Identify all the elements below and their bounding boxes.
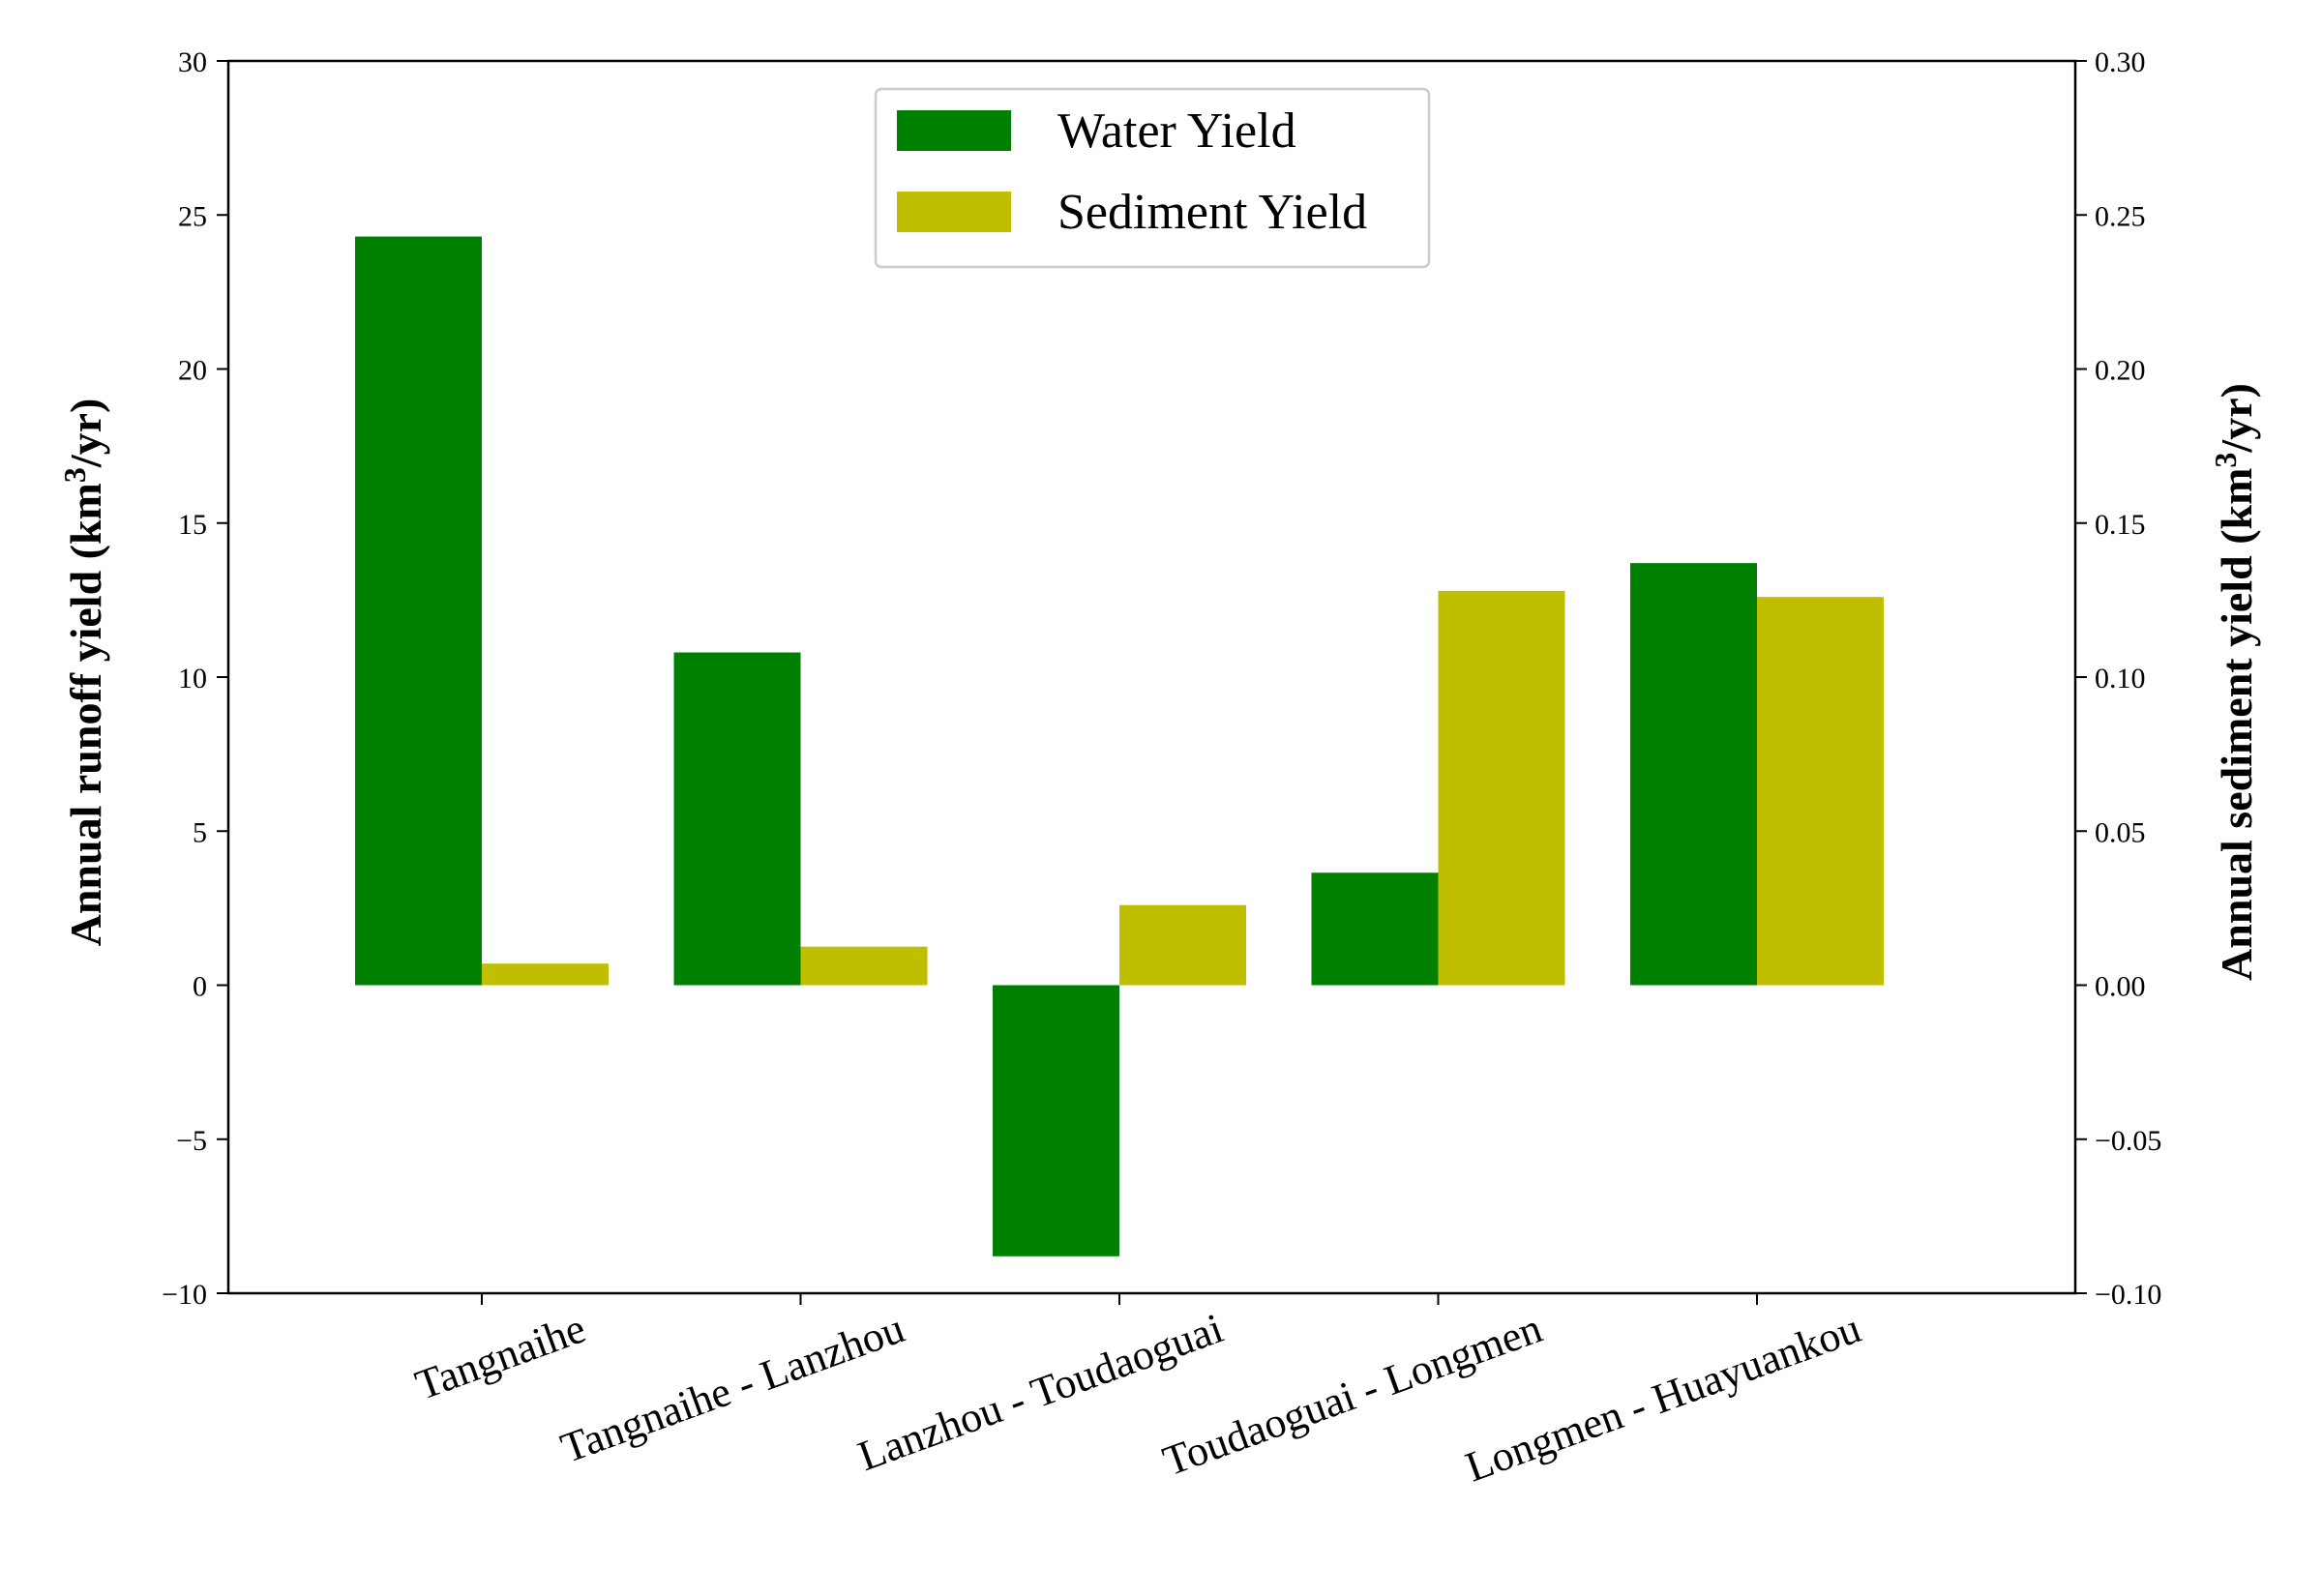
- x-tick-label: Tangnaihe: [409, 1304, 591, 1409]
- right-tick-label: 0.00: [2095, 971, 2146, 1003]
- left-tick-label: 5: [193, 816, 207, 848]
- right-tick-label: −0.10: [2095, 1279, 2161, 1311]
- left-tick-label: 20: [178, 355, 207, 387]
- right-tick-label: 0.15: [2095, 509, 2146, 541]
- right-tick-label: 0.05: [2095, 816, 2146, 848]
- right-tick-label: 0.20: [2095, 355, 2146, 387]
- right-tick-label: −0.05: [2095, 1125, 2161, 1157]
- legend: Water Yield Sediment Yield: [874, 87, 1431, 269]
- legend-box: [874, 87, 1431, 269]
- labels-group: Annual runoff yield (km3/yr) Annual sedim…: [57, 383, 2261, 981]
- left-tick-label: −10: [162, 1279, 207, 1311]
- right-tick-label: 0.30: [2095, 46, 2146, 78]
- right-tick-label: 0.25: [2095, 200, 2146, 232]
- bar-water-3: [1311, 872, 1439, 986]
- left-tick-label: 0: [193, 971, 207, 1003]
- right-tick-label: 0.10: [2095, 663, 2146, 695]
- bar-sediment-4: [1757, 597, 1884, 986]
- legend-swatch-1: [897, 192, 1011, 232]
- bars-group: [355, 236, 1884, 1256]
- left-tick-label: 25: [178, 200, 207, 232]
- y-axis-title-left: Annual runoff yield (km3/yr): [57, 399, 110, 947]
- bar-sediment-0: [482, 963, 609, 986]
- bar-water-1: [673, 652, 801, 986]
- legend-label-1: Sediment Yield: [1057, 185, 1367, 240]
- bar-water-4: [1630, 563, 1757, 986]
- y-axis-title-right: Annual sediment yield (km3/yr): [2208, 383, 2261, 981]
- left-tick-label: 10: [178, 663, 207, 695]
- legend-label-0: Water Yield: [1057, 103, 1296, 159]
- bar-sediment-2: [1119, 904, 1246, 986]
- bar-sediment-3: [1438, 590, 1565, 986]
- bar-water-2: [993, 985, 1119, 1256]
- bar-sediment-1: [800, 946, 928, 986]
- left-tick-label: 15: [178, 509, 207, 541]
- left-tick-label: 30: [178, 46, 207, 78]
- bar-water-0: [355, 236, 482, 986]
- legend-swatch-0: [897, 110, 1011, 151]
- left-tick-label: −5: [176, 1125, 207, 1157]
